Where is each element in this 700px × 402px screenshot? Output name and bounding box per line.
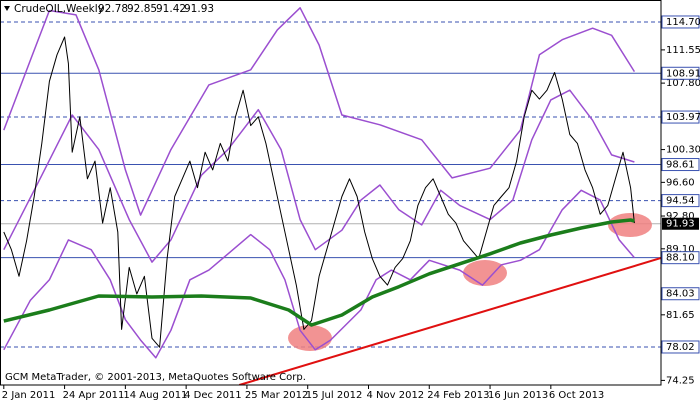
level-label: 114.70 — [666, 17, 700, 28]
level-label-box — [661, 66, 700, 80]
ohlc-close: 91.93 — [184, 3, 214, 15]
level-label-box — [661, 110, 700, 124]
current-price-box — [662, 217, 699, 230]
x-tick-label: 24 Apr 2011 — [63, 390, 125, 401]
y-tick-label: 100.30 — [666, 145, 700, 156]
x-tick-label: 2 Jan 2011 — [2, 390, 56, 401]
series-line — [3, 7, 636, 216]
current-price-label: 91.93 — [666, 219, 695, 230]
series-line — [3, 189, 635, 359]
title-bar: CrudeOIL,Weekly 92.78 92.85 91.42 91.93 — [4, 3, 214, 15]
x-tick-label: 4 Nov 2012 — [366, 390, 424, 401]
x-tick-label: 4 Dec 2011 — [184, 390, 242, 401]
level-label: 94.54 — [666, 196, 695, 207]
series-line — [3, 218, 635, 327]
level-label-box — [661, 340, 700, 354]
y-tick-label: 89.10 — [666, 244, 695, 255]
y-tick-label: 92.80 — [666, 211, 695, 222]
level-label-box — [661, 251, 700, 265]
title-icon — [4, 6, 10, 11]
level-label: 103.97 — [666, 112, 700, 123]
level-label-box — [661, 158, 700, 172]
highlight-ellipse — [288, 325, 332, 351]
level-label-box — [661, 15, 700, 29]
level-label-box — [661, 287, 700, 301]
series-line — [3, 36, 635, 348]
x-tick-label: 14 Aug 2011 — [123, 390, 187, 401]
ohlc-high: 92.85 — [127, 3, 157, 15]
y-tick-label: 96.60 — [666, 177, 695, 188]
x-tick-label: 15 Jul 2012 — [306, 390, 363, 401]
level-label: 84.03 — [666, 289, 695, 300]
x-tick-label: 6 Oct 2013 — [549, 390, 604, 401]
ohlc-open: 92.78 — [98, 3, 128, 15]
chart-title: CrudeOIL,Weekly — [14, 3, 104, 15]
level-label: 88.10 — [666, 253, 695, 264]
level-label: 108.91 — [666, 68, 700, 79]
x-tick-label: 16 Jun 2013 — [488, 390, 548, 401]
series-line — [239, 257, 661, 385]
ohlc-low: 91.42 — [156, 3, 186, 15]
x-tick-label: 24 Feb 2013 — [427, 390, 489, 401]
level-label-box — [661, 194, 700, 208]
highlight-ellipse — [608, 213, 652, 237]
x-tick-label: 25 Mar 2012 — [245, 390, 308, 401]
series-line — [3, 89, 635, 263]
y-tick-label: 111.55 — [666, 45, 700, 56]
y-tick-label: 74.25 — [666, 375, 695, 386]
y-tick-label: 81.65 — [666, 310, 695, 321]
y-tick-label: 107.80 — [666, 78, 700, 89]
level-label: 78.02 — [666, 342, 695, 353]
plot-frame — [0, 0, 662, 386]
level-label: 98.61 — [666, 160, 695, 171]
footer: GCM MetaTrader, © 2001-2013, MetaQuotes … — [5, 372, 306, 383]
